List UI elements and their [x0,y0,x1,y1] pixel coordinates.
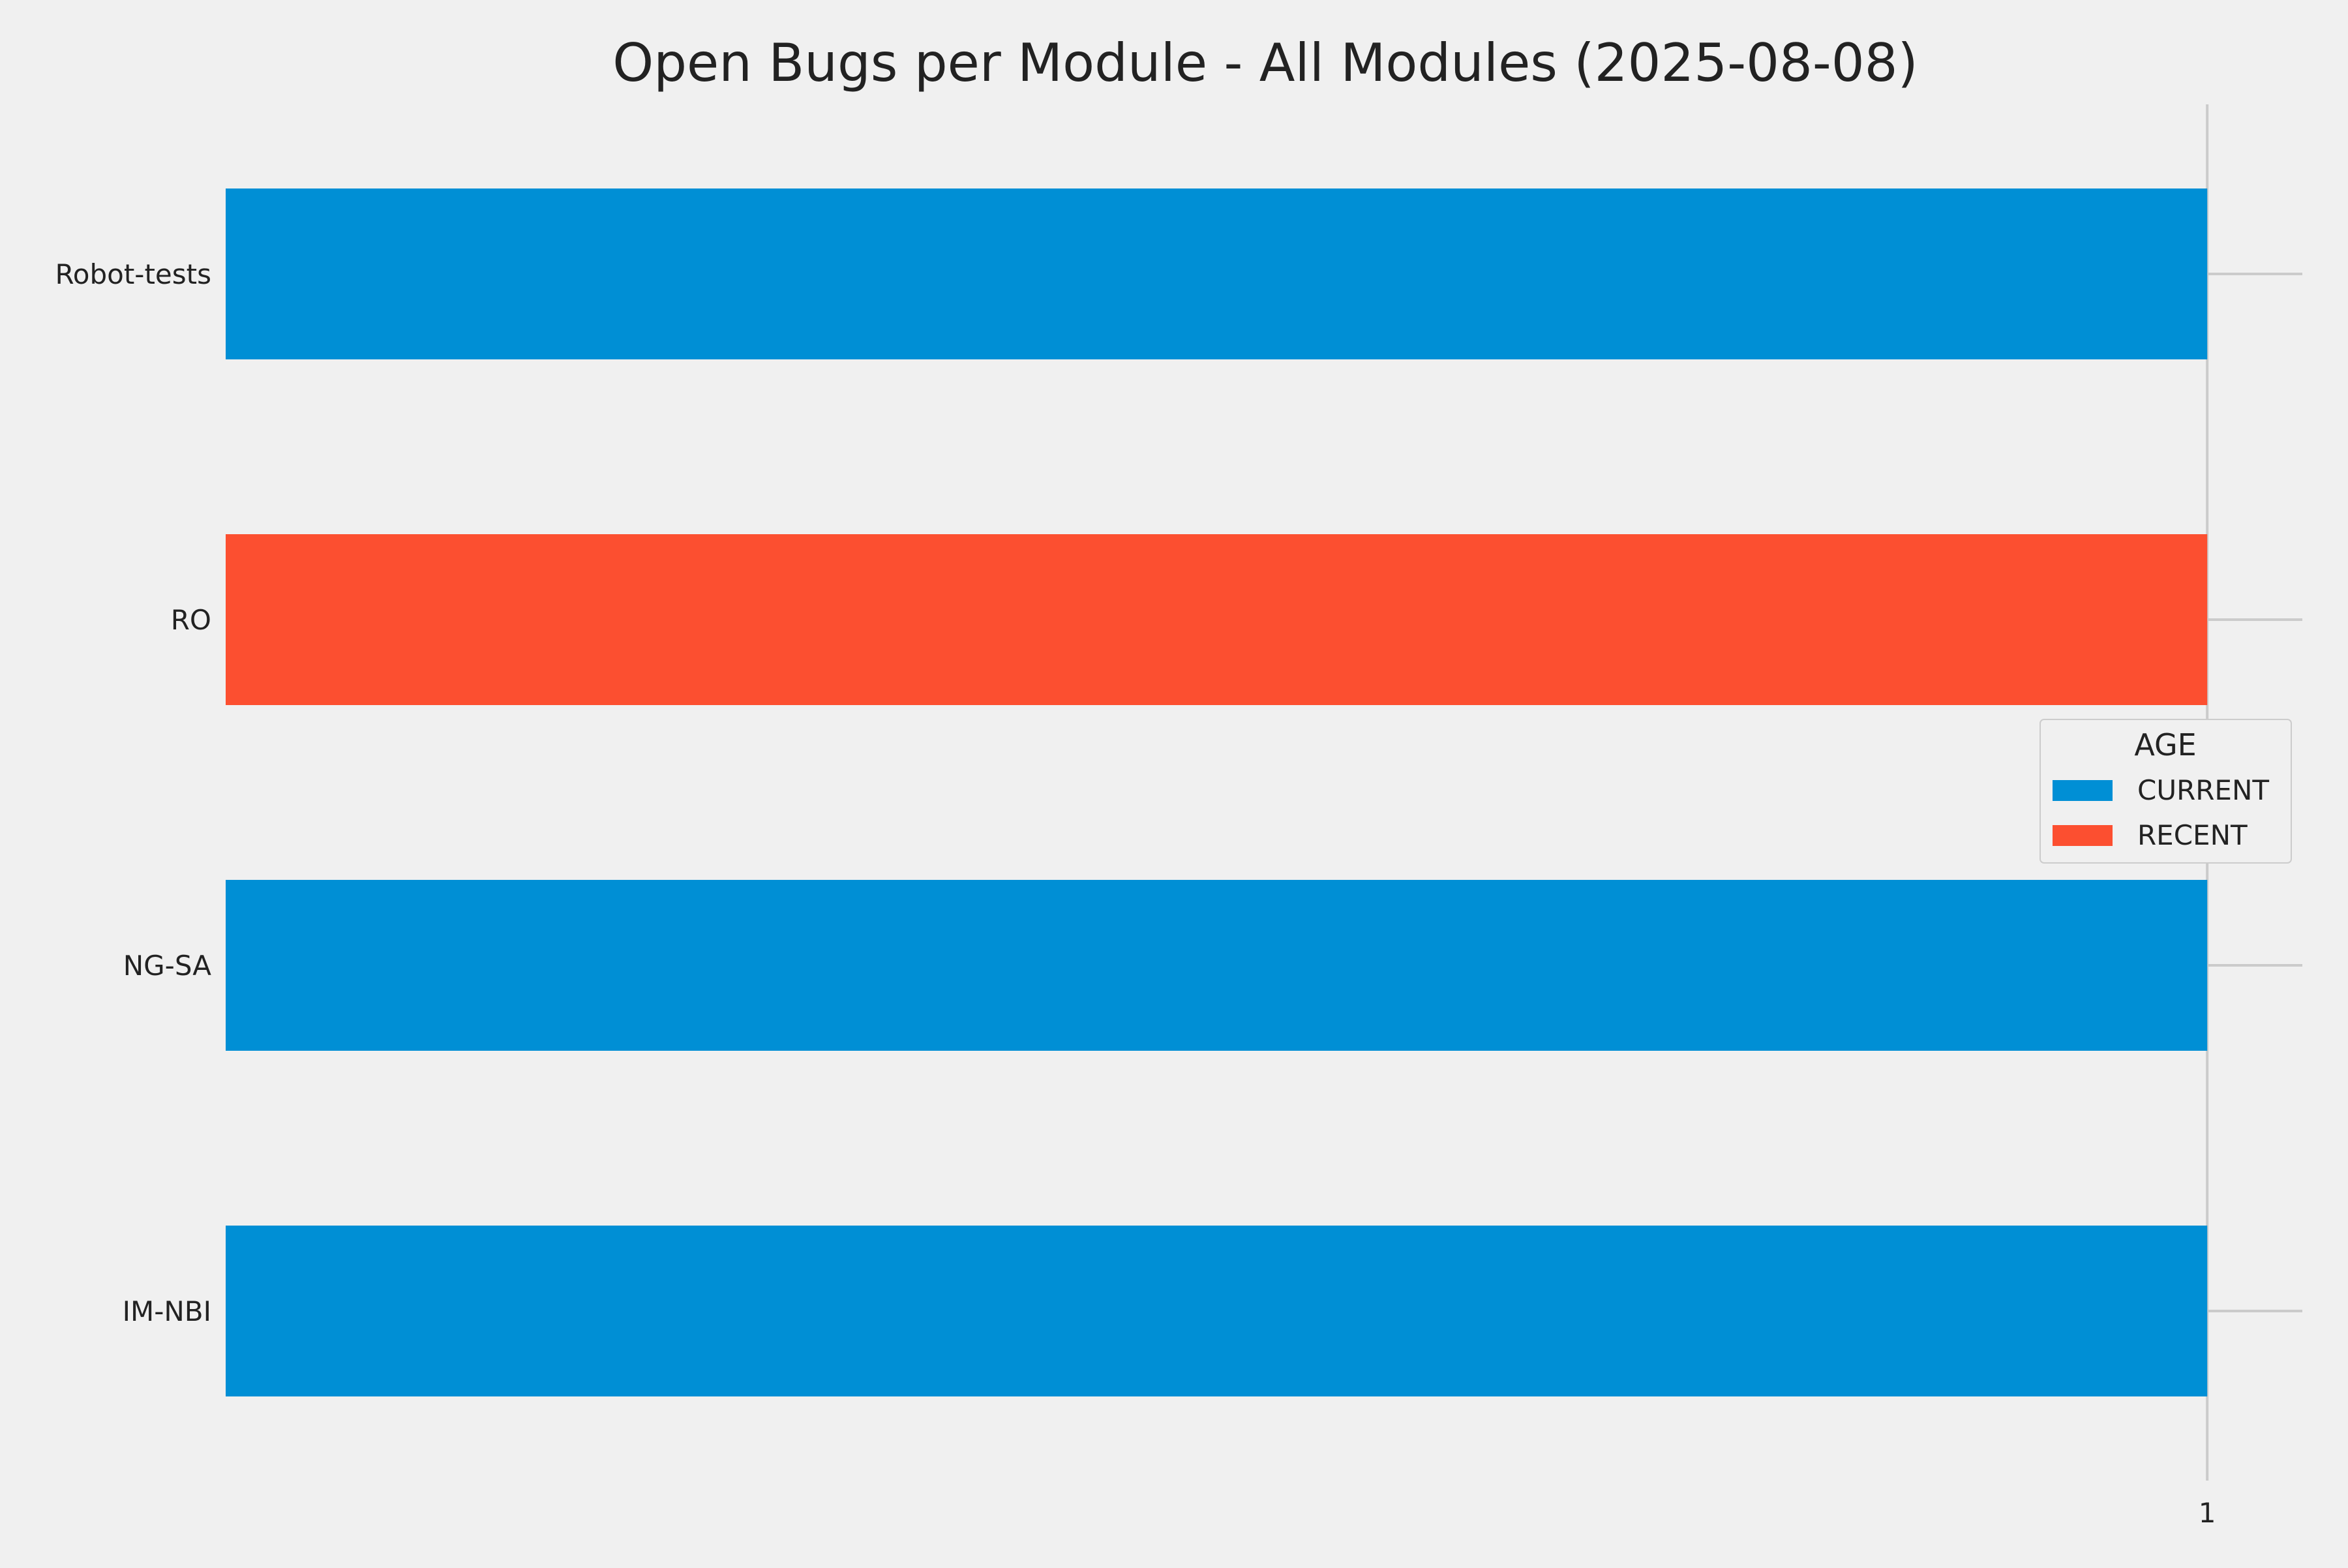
bar-robot-tests [226,188,2208,359]
y-tick-labels: Robot-tests RO NG-SA IM-NBI [55,258,211,1327]
chart-title: Open Bugs per Module - All Modules (2025… [612,33,1918,93]
legend-swatch-recent [2053,825,2113,846]
legend-label: CURRENT [2137,774,2269,806]
y-tick-label: IM-NBI [123,1295,211,1327]
y-tick-label: NG-SA [123,950,212,982]
legend-swatch-current [2053,780,2113,801]
legend-label: RECENT [2137,819,2248,851]
bar-im-nbi [226,1226,2208,1396]
x-tick-labels: 1 [2199,1497,2216,1529]
bar-ro [226,534,2208,705]
y-tick-label: Robot-tests [55,258,211,290]
legend: AGE CURRENT RECENT [2039,719,2292,864]
y-tick-label: RO [171,604,211,636]
x-tick-label: 1 [2199,1497,2216,1529]
bar-ng-sa [226,880,2208,1051]
legend-items: CURRENT RECENT [2053,774,2269,851]
legend-title: AGE [2134,727,2196,762]
bars-layer [226,188,2208,1396]
